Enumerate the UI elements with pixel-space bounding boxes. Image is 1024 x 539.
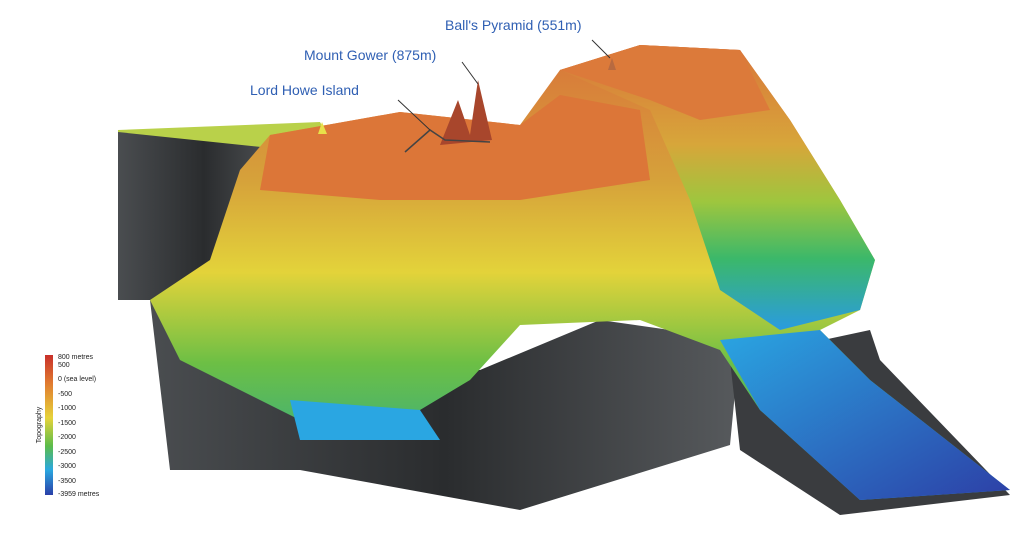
legend-label: -1000 xyxy=(58,405,76,412)
legend-label: -2500 xyxy=(58,449,76,456)
color-bar xyxy=(45,355,53,495)
legend-label: -3500 xyxy=(58,478,76,485)
legend-label: -3959 metres xyxy=(58,491,100,498)
legend-title: Topography xyxy=(36,406,43,443)
legend-label: -2000 xyxy=(58,434,76,441)
annotation: Ball's Pyramid (551m) xyxy=(445,17,582,33)
leader-line xyxy=(397,99,431,131)
terrain xyxy=(118,45,1010,515)
annotation: Mount Gower (875m) xyxy=(304,47,436,63)
annotation: Lord Howe Island xyxy=(250,82,359,98)
legend-label: -500 xyxy=(58,391,72,398)
legend-label: -3000 xyxy=(58,463,76,470)
legend-label: 0 (sea level) xyxy=(58,376,96,383)
leader-line xyxy=(591,39,611,59)
leader-line xyxy=(461,61,479,85)
legend-label: 800 metres xyxy=(58,354,94,361)
annotations: Ball's Pyramid (551m) Mount Gower (875m)… xyxy=(250,17,611,131)
legend-label: -1500 xyxy=(58,420,76,427)
legend-label: 500 xyxy=(58,362,70,369)
